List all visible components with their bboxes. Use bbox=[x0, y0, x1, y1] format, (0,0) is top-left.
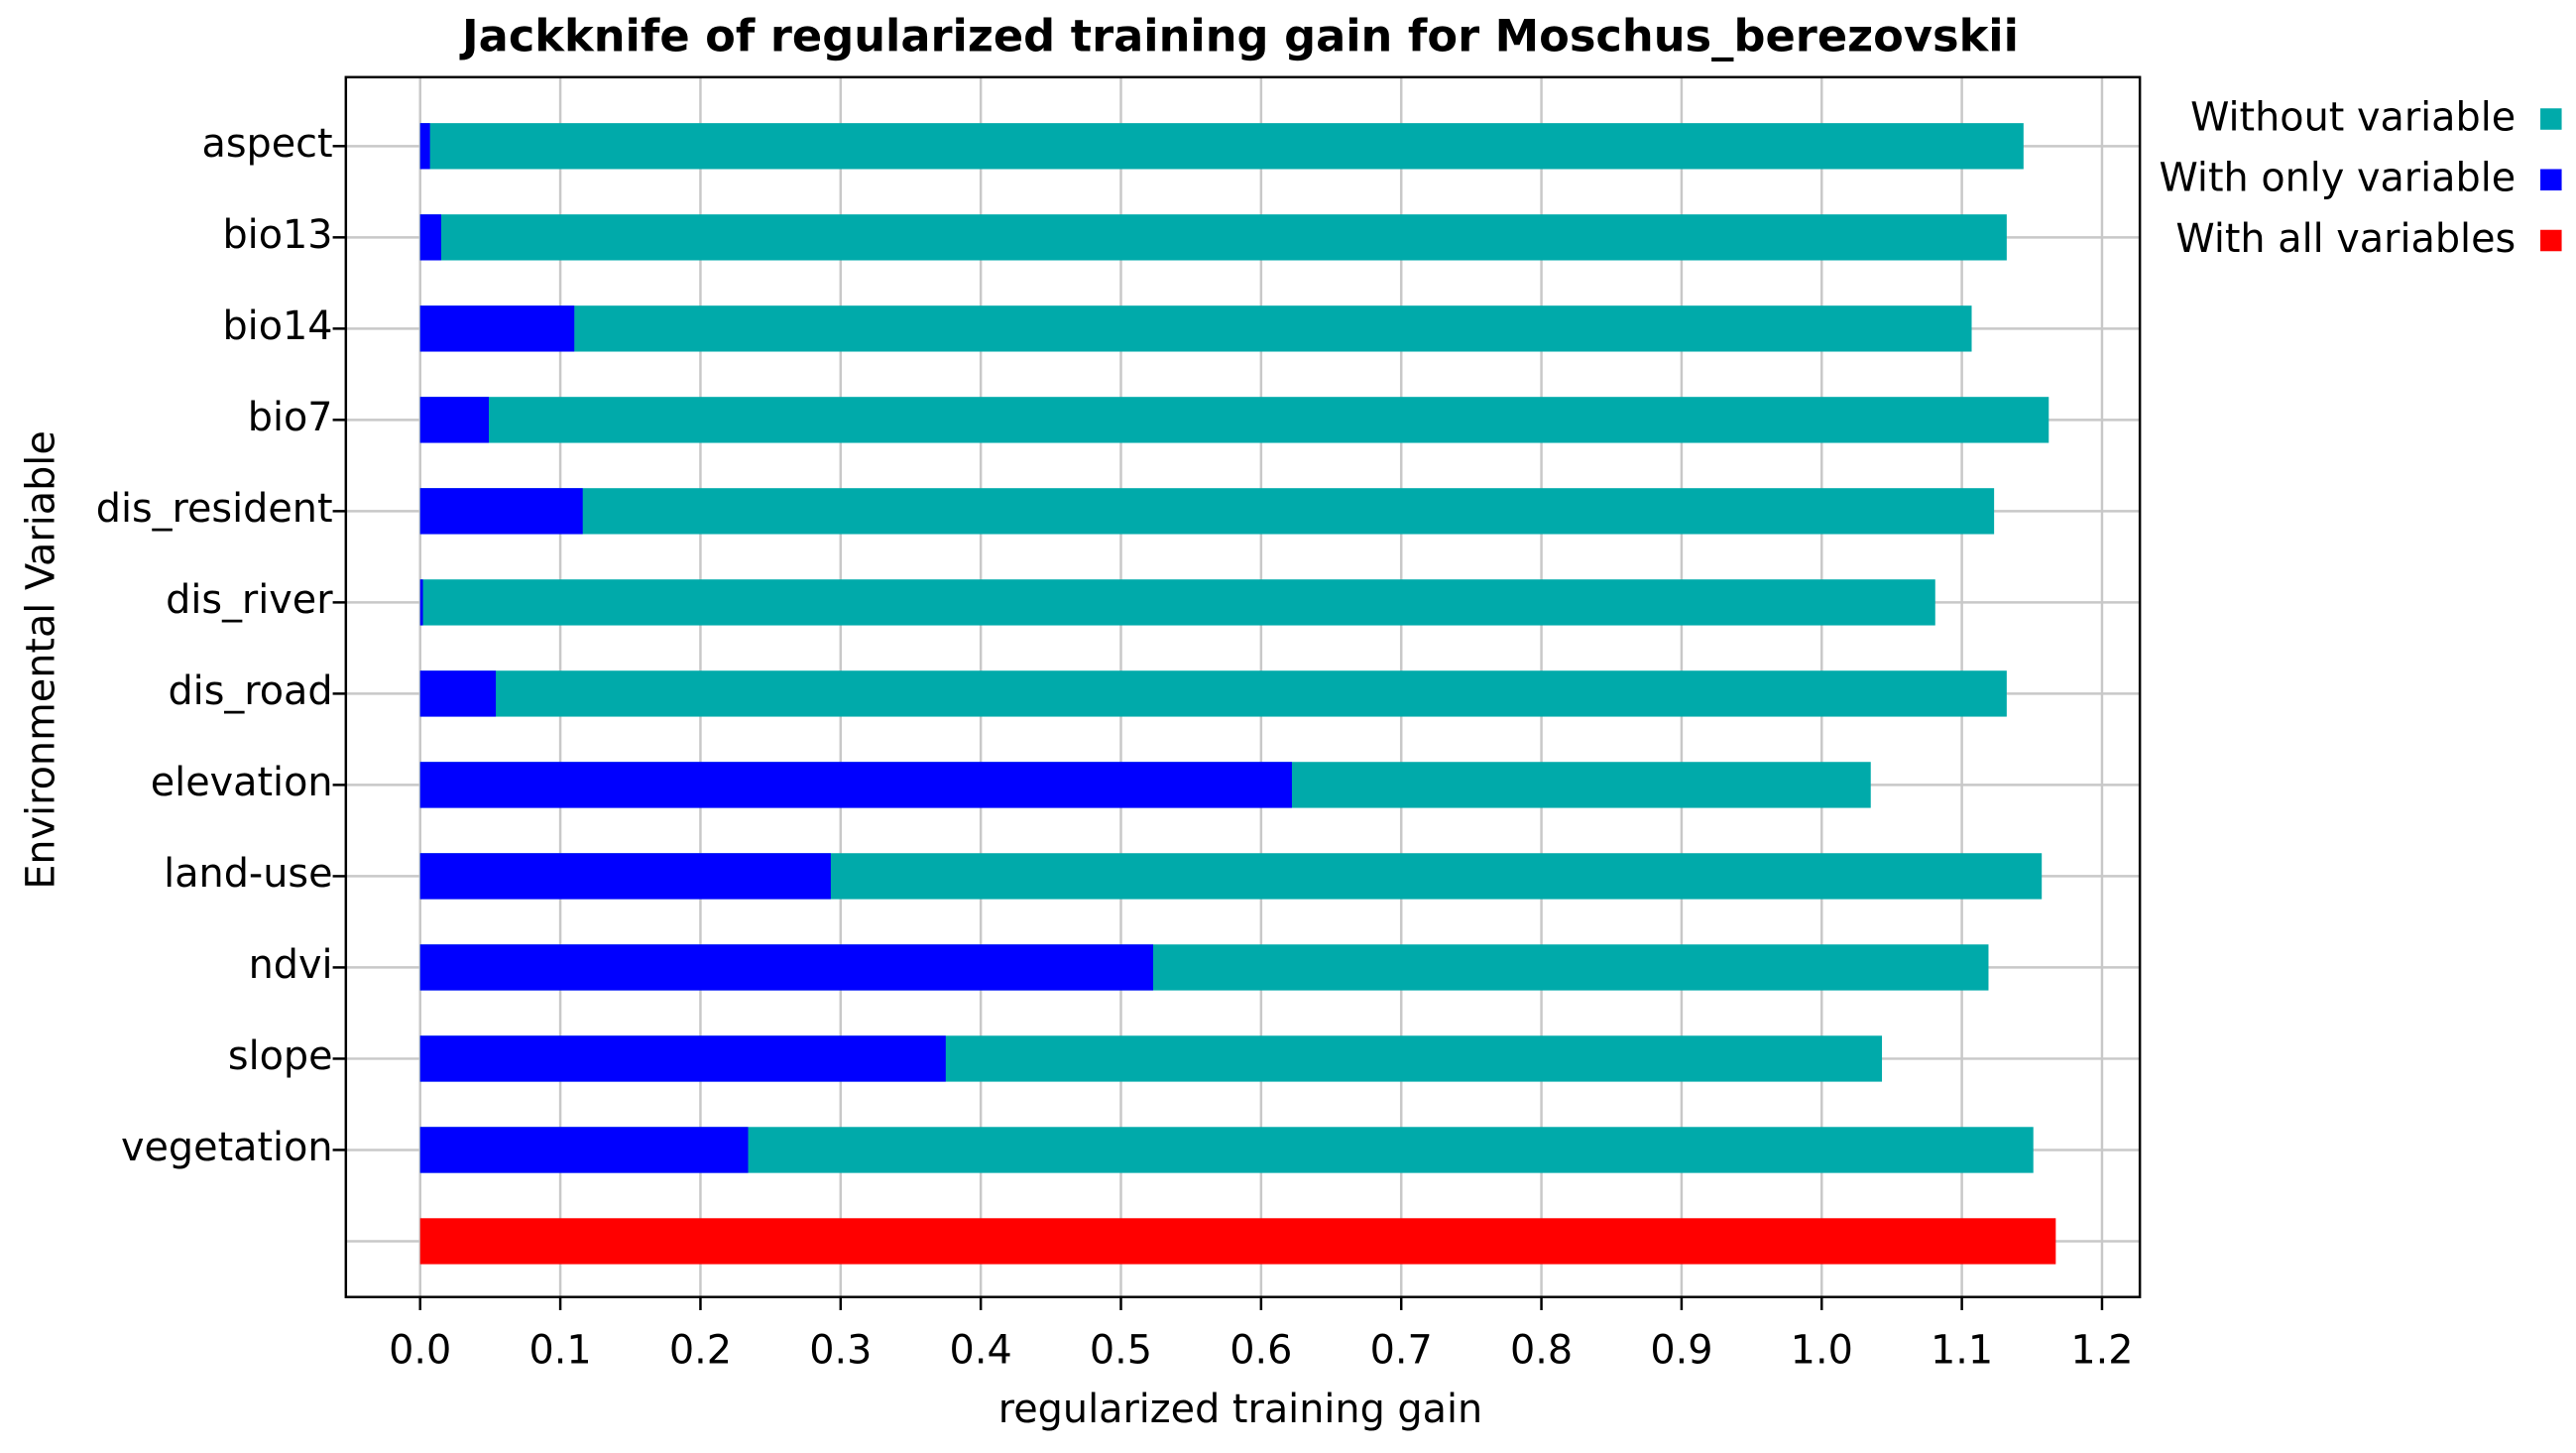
bar bbox=[419, 397, 2049, 443]
bar bbox=[419, 305, 1972, 352]
bar bbox=[419, 397, 489, 443]
bar bbox=[419, 762, 1292, 808]
x-tick-label: 1.0 bbox=[1791, 1328, 1853, 1374]
y-axis-label: Environmental Variable bbox=[19, 430, 64, 889]
legend-swatch bbox=[2540, 108, 2562, 130]
y-tick-label: bio14 bbox=[222, 303, 332, 349]
x-tick-label: 1.2 bbox=[2070, 1328, 2133, 1374]
bar bbox=[419, 579, 1935, 626]
bar bbox=[419, 1035, 946, 1082]
x-tick-label: 0.6 bbox=[1229, 1328, 1292, 1374]
y-tick-label: ndvi bbox=[249, 942, 333, 988]
y-tick-label: dis_resident bbox=[96, 486, 333, 532]
bar bbox=[419, 214, 441, 261]
x-tick-label: 0.5 bbox=[1090, 1328, 1152, 1374]
bar bbox=[419, 123, 2024, 170]
bar bbox=[419, 944, 1154, 991]
bar bbox=[419, 1127, 749, 1173]
bar bbox=[419, 123, 430, 170]
y-tick-label: vegetation bbox=[121, 1125, 333, 1170]
x-tick-label: 0.3 bbox=[809, 1328, 872, 1374]
x-tick-label: 0.9 bbox=[1650, 1328, 1712, 1374]
bar bbox=[419, 214, 2007, 261]
x-tick-label: 0.0 bbox=[389, 1328, 451, 1374]
y-tick-label: aspect bbox=[201, 121, 332, 167]
x-axis-label: regularized training gain bbox=[998, 1387, 1482, 1432]
chart-title: Jackknife of regularized training gain f… bbox=[459, 11, 2019, 62]
x-tick-label: 0.8 bbox=[1510, 1328, 1573, 1374]
x-tick-label: 1.1 bbox=[1931, 1328, 1993, 1374]
y-tick-label: land-use bbox=[164, 851, 332, 897]
x-tick-label: 0.4 bbox=[950, 1328, 1012, 1374]
y-tick-label: dis_river bbox=[166, 577, 333, 623]
bar bbox=[419, 305, 575, 352]
y-tick-label: slope bbox=[228, 1033, 333, 1079]
legend-swatch bbox=[2540, 229, 2562, 252]
bar bbox=[419, 488, 1995, 535]
y-tick-label: elevation bbox=[151, 760, 333, 805]
bar bbox=[419, 853, 831, 900]
x-tick-label: 0.2 bbox=[669, 1328, 732, 1374]
bar bbox=[419, 670, 2007, 717]
legend-swatch bbox=[2540, 169, 2562, 191]
legend-label: Without variable bbox=[2190, 94, 2516, 140]
bar bbox=[419, 670, 497, 717]
bar bbox=[419, 488, 583, 535]
x-tick-label: 0.1 bbox=[529, 1328, 592, 1374]
plot-border bbox=[344, 75, 2142, 1298]
y-tick-label: bio13 bbox=[222, 212, 332, 258]
legend-label: With only variable bbox=[2160, 156, 2517, 201]
x-tick-label: 0.7 bbox=[1370, 1328, 1433, 1374]
bar bbox=[419, 1218, 2056, 1265]
y-tick-label: dis_road bbox=[168, 668, 332, 714]
y-tick-label: bio7 bbox=[248, 395, 333, 440]
bar bbox=[419, 579, 423, 626]
legend-label: With all variables bbox=[2175, 216, 2516, 262]
